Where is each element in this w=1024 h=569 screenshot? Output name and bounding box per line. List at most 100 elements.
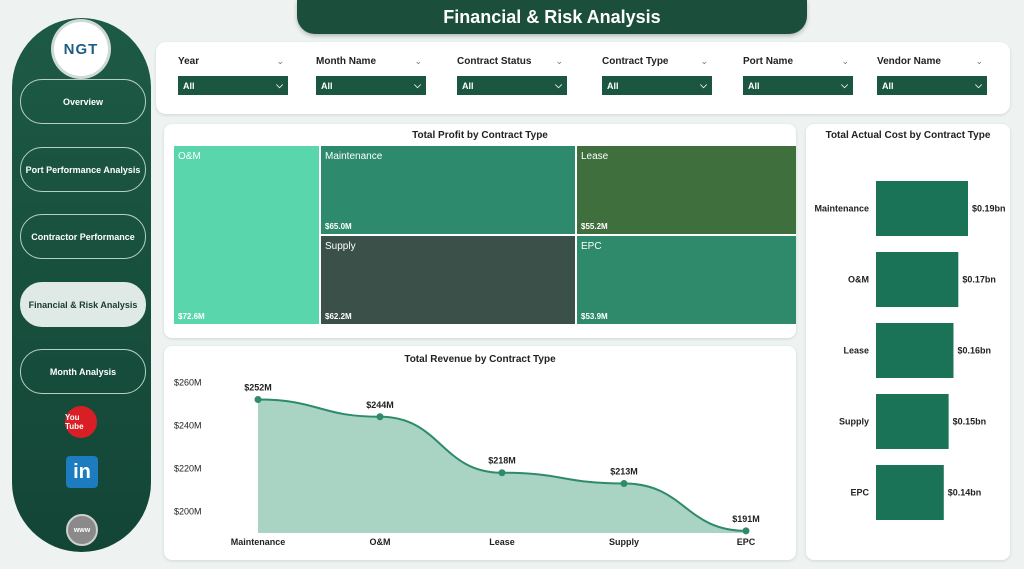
filter-year-select[interactable]: All ⌵ [178,76,288,95]
chevron-down-icon[interactable]: ⌄ [276,56,284,66]
profit-treemap-title: Total Profit by Contract Type [412,130,548,141]
revenue-point[interactable] [376,413,384,421]
filter-month-label: Month Name [316,56,376,67]
filter-vendor-name: Vendor Name ⌄ All ⌵ [877,56,987,95]
filter-port-name-value: All [748,80,760,91]
dropdown-arrow-icon: ⌵ [841,80,848,90]
treemap-tile-label: O&M [178,151,201,162]
filter-contract-type-select[interactable]: All ⌵ [602,76,712,95]
treemap-tile-value: $53.9M [581,312,608,321]
cost-data-label: $0.16bn [957,346,991,356]
revenue-point[interactable] [254,396,262,404]
company-logo[interactable]: NGT [54,22,108,76]
filter-month-select[interactable]: All ⌵ [316,76,426,95]
cost-bar-chart: Maintenance $0.19bn O&M $0.17bn Lease $0.16bn… [814,181,1006,520]
x-tick-label: Supply [609,537,639,547]
cost-data-label: $0.17bn [962,275,996,285]
y-tick-label: Maintenance [814,204,869,214]
treemap-tile-value: $62.2M [325,312,352,321]
filter-vendor-name-value: All [882,80,894,91]
nav-contractor-performance-button[interactable]: Contractor Performance [20,214,146,259]
revenue-area-fill [258,399,746,533]
x-tick-label: Maintenance [231,537,286,547]
treemap-tile-lease[interactable]: Lease $55.2M [577,146,796,234]
treemap-tile-epc[interactable]: EPC $53.9M [577,236,796,324]
filter-contract-status-label: Contract Status [457,56,532,67]
nav-overview-button[interactable]: Overview [20,79,146,124]
filter-port-name-select[interactable]: All ⌵ [743,76,853,95]
linkedin-icon[interactable]: in [66,456,98,488]
filter-vendor-name-label: Vendor Name [877,56,941,67]
dropdown-arrow-icon: ⌵ [555,80,562,90]
y-tick-label: EPC [850,488,869,498]
revenue-data-label: $218M [488,456,516,466]
y-tick-label: $220M [174,463,202,473]
cost-bar[interactable] [876,323,954,378]
cost-bar[interactable] [876,252,959,307]
cost-data-label: $0.15bn [953,417,987,427]
chevron-down-icon[interactable]: ⌄ [841,56,849,66]
y-tick-label: $260M [174,377,202,387]
x-tick-label: Lease [489,537,515,547]
filter-year-value: All [183,80,195,91]
nav-financial-risk-button[interactable]: Financial & Risk Analysis [20,282,146,327]
revenue-data-label: $213M [610,466,638,476]
revenue-area-title: Total Revenue by Contract Type [404,354,556,365]
dropdown-arrow-icon: ⌵ [414,80,421,90]
filter-port-name-label: Port Name [743,56,794,67]
treemap-tile-value: $65.0M [325,222,352,231]
revenue-data-label: $244M [366,400,394,410]
revenue-point[interactable] [742,527,750,535]
website-icon[interactable]: www [66,514,98,546]
y-tick-label: Supply [839,417,869,427]
revenue-area-chart: $200M $220M $240M $260M $252M Maintenance $244… [174,377,760,547]
revenue-point[interactable] [620,479,628,487]
x-tick-label: EPC [737,537,756,547]
filter-contract-type-label: Contract Type [602,56,669,67]
filter-year: Year ⌄ All ⌵ [178,56,288,95]
treemap-tile-om[interactable]: O&M $72.6M [174,146,319,324]
treemap-tile-label: Supply [325,241,356,252]
cost-data-label: $0.19bn [972,204,1006,214]
youtube-label: You Tube [65,413,84,431]
filter-contract-status-value: All [462,80,474,91]
treemap-tile-supply[interactable]: Supply $62.2M [321,236,575,324]
revenue-point[interactable] [498,469,506,477]
chevron-down-icon[interactable]: ⌄ [700,56,708,66]
filter-panel: Year ⌄ All ⌵ Month Name ⌄ All ⌵ Contract Sta… [156,42,1010,114]
treemap-tile-maintenance[interactable]: Maintenance $65.0M [321,146,575,234]
cost-bar-card: Total Actual Cost by Contract Type Maint… [806,124,1010,560]
filter-contract-type: Contract Type ⌄ All ⌵ [602,56,712,95]
filter-year-label: Year [178,56,200,67]
logo-text: NGT [63,40,99,58]
cost-bar[interactable] [876,181,968,236]
nav-month-analysis-button[interactable]: Month Analysis [20,349,146,394]
cost-bar[interactable] [876,394,949,449]
treemap-tile-label: Lease [581,151,609,162]
y-tick-label: Lease [843,346,869,356]
filter-vendor-name-select[interactable]: All ⌵ [877,76,987,95]
dropdown-arrow-icon: ⌵ [276,80,283,90]
cost-bar-title: Total Actual Cost by Contract Type [825,130,991,141]
y-tick-label: $200M [174,506,202,516]
profit-treemap: O&M $72.6M Maintenance $65.0M Lease $55.2M Sup… [174,146,796,324]
x-tick-label: O&M [370,537,391,547]
chevron-down-icon[interactable]: ⌄ [975,56,983,66]
y-tick-label: O&M [848,275,869,285]
youtube-icon[interactable]: You Tube [65,406,97,438]
filter-contract-type-value: All [607,80,619,91]
dropdown-arrow-icon: ⌵ [700,80,707,90]
treemap-tile-value: $72.6M [178,312,205,321]
revenue-data-label: $252M [244,383,272,393]
cost-bar[interactable] [876,465,944,520]
filter-contract-status: Contract Status ⌄ All ⌵ [457,56,567,95]
dropdown-arrow-icon: ⌵ [975,80,982,90]
filter-port-name: Port Name ⌄ All ⌵ [743,56,853,95]
treemap-tile-value: $55.2M [581,222,608,231]
chevron-down-icon[interactable]: ⌄ [414,56,422,66]
linkedin-label: in [73,460,91,483]
filter-contract-status-select[interactable]: All ⌵ [457,76,567,95]
nav-port-performance-button[interactable]: Port Performance Analysis [20,147,146,192]
revenue-data-label: $191M [732,514,760,524]
chevron-down-icon[interactable]: ⌄ [555,56,563,66]
